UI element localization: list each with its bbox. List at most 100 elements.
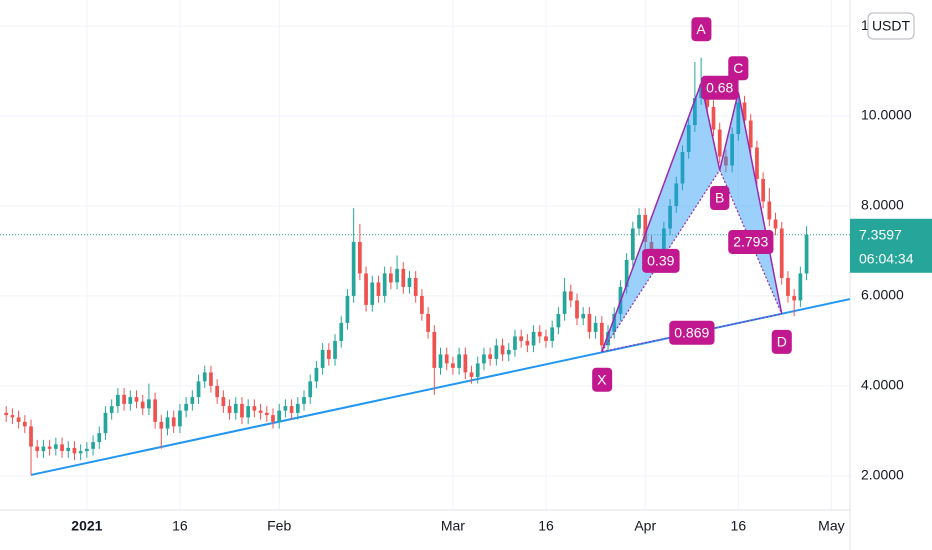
candle-body (792, 295, 797, 301)
candle-body (339, 322, 344, 341)
candle-body (60, 444, 64, 452)
candle-body (134, 397, 139, 402)
candle-body (128, 397, 133, 404)
candle-body (451, 363, 455, 368)
candle-body (53, 444, 58, 449)
candle-body (444, 354, 449, 364)
last-price-box (850, 218, 932, 273)
pattern-leg (718, 92, 740, 171)
pattern-ratio-label-box (728, 229, 774, 254)
candle-body (556, 313, 561, 328)
candle-body (345, 295, 350, 323)
y-tick-label: 8.0000 (861, 197, 904, 213)
candle-body (271, 415, 275, 422)
candle-body (761, 178, 765, 202)
candle-body (630, 228, 635, 260)
candle-body (357, 241, 362, 274)
y-tick-label: 2.0000 (861, 467, 904, 483)
pattern-point-label-box (728, 56, 749, 81)
candle-body (798, 273, 803, 301)
candle-body (519, 336, 524, 341)
x-tick-label: Mar (441, 518, 465, 534)
pattern-ratio-label-box (642, 248, 680, 273)
candle-body (686, 125, 691, 153)
candle-body (165, 417, 170, 429)
candle-body (221, 397, 226, 407)
candle-body (742, 102, 747, 121)
pattern-ratio-label: 0.39 (647, 253, 674, 269)
candle-body (47, 446, 52, 449)
candle-body (494, 345, 499, 359)
x-tick-label: 2021 (71, 518, 102, 534)
x-tick-label: 16 (538, 518, 554, 534)
candle-body (227, 406, 232, 413)
candle-body (209, 372, 213, 386)
candle-body (506, 349, 511, 355)
candle-body (668, 205, 672, 229)
countdown-label: 06:04:34 (859, 250, 914, 266)
candle-body (537, 331, 542, 337)
candle-body (413, 277, 418, 296)
candle-body (525, 340, 530, 346)
candle-body (389, 273, 393, 283)
y-tick-label: 10.0000 (861, 107, 912, 123)
candle-body (252, 406, 257, 411)
candle-body (103, 412, 108, 434)
candle-body (500, 345, 505, 355)
x-tick-label: Apr (634, 518, 656, 534)
candle-body (153, 399, 157, 422)
candle-body (202, 372, 207, 382)
candle-body (804, 234, 809, 274)
candle-body (513, 336, 517, 350)
candle-body (4, 412, 9, 416)
candle-body (773, 219, 778, 229)
candle-body (407, 277, 412, 287)
candle-body (767, 201, 772, 220)
pattern-point-label-box (710, 186, 730, 210)
candle-body (680, 152, 685, 184)
candle-body (531, 331, 536, 346)
candle-body (78, 451, 83, 454)
x-tick-label: 16 (731, 518, 747, 534)
y-tick-label: 6.0000 (861, 287, 904, 303)
candle-body (196, 381, 201, 398)
candle-body (41, 446, 46, 452)
candle-body (171, 417, 176, 427)
candle-body (736, 102, 741, 135)
candle-body (482, 354, 486, 364)
candle-body (29, 426, 33, 447)
candle-body (258, 410, 263, 413)
candle-body (351, 241, 356, 296)
candle-body (289, 406, 294, 413)
currency-box (867, 12, 915, 40)
candle-body (568, 291, 573, 301)
candle-body (401, 268, 406, 287)
currency-label: USDT (872, 18, 911, 34)
candle-body (779, 228, 784, 278)
candle-body (643, 214, 648, 242)
candle-body (724, 156, 728, 166)
candle-body (575, 300, 579, 319)
candle-body (581, 313, 586, 319)
candle-body (550, 327, 555, 341)
candle-body (85, 448, 89, 452)
candle-body (91, 442, 95, 449)
candle-body (10, 415, 15, 418)
candle-body (302, 397, 306, 404)
pattern-ratio-label-box (669, 320, 715, 345)
pattern-leg (601, 82, 702, 352)
candle-body (190, 397, 195, 404)
candle-body (426, 313, 430, 332)
candle-body (97, 433, 102, 443)
candle-body (314, 367, 319, 382)
candle-body (264, 412, 269, 416)
candle-body (717, 129, 722, 157)
last-price-label: 7.3597 (859, 226, 902, 242)
pattern-point-label: A (696, 21, 706, 37)
candle-body (184, 403, 188, 411)
candle-body (748, 120, 753, 148)
candle-body (109, 406, 114, 413)
candle-body (382, 273, 387, 296)
candle-body (376, 282, 381, 296)
